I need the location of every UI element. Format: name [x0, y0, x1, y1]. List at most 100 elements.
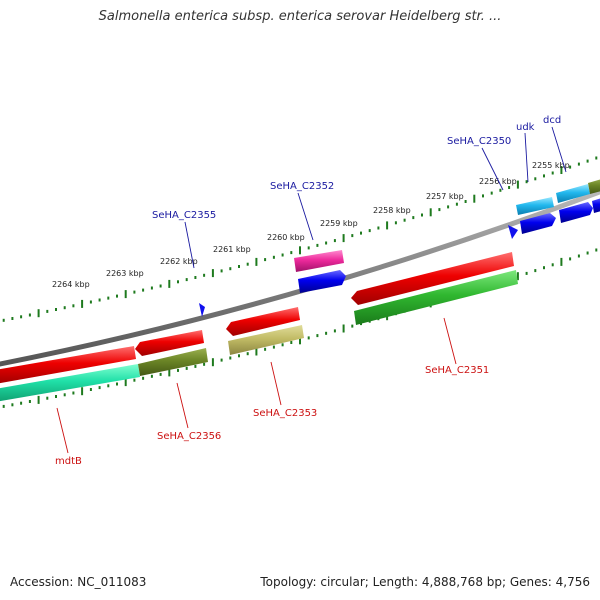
inner-ring-minor-tick [203, 362, 206, 366]
inner-ring-major-tick [255, 347, 258, 356]
gene-label-udk[interactable]: udk [516, 122, 535, 133]
scale-label-2258: 2258 kbp [373, 206, 411, 215]
gene-dcd-olive[interactable] [588, 178, 600, 194]
outer-ring-minor-tick [482, 194, 484, 198]
outer-ring-minor-tick [438, 208, 441, 212]
outer-ring-minor-tick [525, 180, 528, 184]
outer-ring-major-tick [168, 279, 171, 288]
inner-ring-minor-tick [159, 372, 162, 376]
gene-small-blue-1[interactable] [199, 303, 205, 317]
outer-ring-minor-tick [246, 262, 249, 266]
gene-dcd-blue[interactable] [592, 197, 600, 213]
outer-ring-minor-tick [11, 317, 14, 320]
gene-label-dcd[interactable]: dcd [543, 115, 561, 126]
inner-ring-minor-tick [11, 403, 14, 407]
leader-lines [56, 126, 567, 454]
gene-sehac2352-pink[interactable] [294, 250, 344, 272]
gene-label-mdtb[interactable]: mdtB [55, 456, 82, 467]
gene-udk-blue[interactable] [559, 202, 593, 223]
scale-label-2260: 2260 kbp [267, 233, 305, 242]
gene-sehac2353-red[interactable] [226, 307, 300, 336]
inner-ring-major-tick [168, 368, 171, 377]
outer-ring-minor-tick [421, 213, 423, 217]
inner-ring-minor-tick [246, 352, 249, 356]
outer-ring-minor-tick [499, 188, 502, 192]
outer-ring-minor-tick [490, 191, 493, 195]
outer-ring-minor-tick [586, 159, 589, 163]
outer-ring-minor-tick [272, 255, 275, 259]
outer-ring-minor-tick [264, 258, 267, 262]
inner-ring-minor-tick [307, 336, 310, 340]
outer-ring-minor-tick [220, 269, 223, 273]
outer-ring-minor-tick [142, 288, 145, 292]
accession-label: Accession: NC_011083 [10, 575, 147, 589]
inner-ring-minor-tick [238, 354, 240, 358]
gene-sehac2350-blue[interactable] [520, 213, 556, 234]
outer-ring-major-tick [516, 180, 519, 189]
outer-ring-minor-tick [447, 205, 450, 209]
inner-ring-major-tick [124, 378, 127, 387]
inner-ring-minor-tick [98, 386, 101, 390]
inner-ring-minor-tick [272, 345, 275, 349]
scale-label-2259: 2259 kbp [320, 219, 358, 228]
gene-small-blue-2[interactable] [508, 225, 518, 239]
gene-sehac2356-red[interactable] [135, 330, 204, 356]
outer-ring-major-tick [560, 166, 563, 174]
scale-label-2257: 2257 kbp [426, 192, 464, 201]
gene-label-sehac2356[interactable]: SeHA_C2356 [157, 431, 221, 442]
gene-sehac2356-olive[interactable] [138, 348, 208, 376]
outer-ring-minor-tick [290, 251, 293, 255]
scale-label-2264: 2264 kbp [52, 280, 90, 289]
outer-ring-minor-tick [203, 273, 206, 277]
outer-ring-minor-tick [569, 165, 572, 169]
gene-sehac2353-khaki[interactable] [228, 325, 304, 355]
outer-ring-minor-tick [159, 284, 162, 288]
leader-sehac2356 [176, 382, 189, 429]
outer-ring-major-tick [37, 309, 40, 318]
gene-sehac2350-cyan[interactable] [516, 197, 554, 215]
outer-ring-minor-tick [543, 174, 545, 178]
gene-mdtb-aqua[interactable] [0, 364, 140, 402]
gene-label-group: SeHA_C2355 SeHA_C2352 SeHA_C2350 udk dcd… [55, 115, 561, 467]
gene-udk-cyan[interactable] [556, 184, 590, 203]
inner-ring-minor-tick [185, 366, 188, 370]
outer-ring-minor-tick [508, 186, 511, 189]
gene-label-sehac2353[interactable]: SeHA_C2353 [253, 408, 317, 419]
inner-ring-minor-tick [107, 384, 110, 388]
leader-sehac2355 [184, 221, 195, 269]
outer-ring-minor-tick [412, 216, 415, 220]
leader-mdtb [56, 407, 69, 454]
outer-ring-major-tick [299, 246, 301, 255]
gene-sehac2351-green[interactable] [354, 270, 518, 325]
outer-ring-minor-tick [360, 231, 362, 235]
outer-ring-minor-tick [325, 241, 328, 245]
gene-label-sehac2352[interactable]: SeHA_C2352 [270, 181, 334, 192]
inner-ring-minor-tick [525, 271, 528, 275]
outer-ring-minor-tick [20, 315, 23, 319]
outer-ring-minor-tick [455, 202, 458, 206]
outer-ring-minor-tick [116, 294, 118, 298]
outer-ring-major-tick [211, 269, 214, 278]
scale-label-2262: 2262 kbp [160, 257, 198, 266]
gene-label-sehac2351[interactable]: SeHA_C2351 [425, 365, 489, 376]
outer-ring-minor-tick [281, 253, 284, 257]
inner-ring-major-tick [81, 387, 84, 396]
scale-labels: 2264 kbp 2263 kbp 2262 kbp 2261 kbp 2260… [52, 161, 570, 289]
outer-ring-minor-tick [2, 318, 5, 322]
inner-ring-minor-tick [569, 257, 572, 261]
inner-ring-minor-tick [577, 254, 580, 258]
inner-ring-major-tick [211, 358, 214, 367]
gene-sehac2352-blue[interactable] [298, 270, 346, 293]
outer-ring-minor-tick [28, 313, 31, 317]
outer-ring-minor-tick [55, 308, 57, 311]
gene-sehac2351-red[interactable] [351, 252, 514, 305]
inner-ring-minor-tick [20, 401, 23, 405]
outer-ring-minor-tick [229, 267, 232, 271]
gene-label-sehac2355[interactable]: SeHA_C2355 [152, 210, 216, 221]
gene-label-sehac2350[interactable]: SeHA_C2350 [447, 136, 511, 147]
outer-ring-minor-tick [551, 171, 554, 175]
inner-ring-minor-tick [142, 376, 145, 380]
inner-ring-minor-tick [595, 248, 598, 252]
scale-label-2255: 2255 kbp [532, 161, 570, 170]
gene-mdtb-red[interactable] [0, 346, 136, 384]
